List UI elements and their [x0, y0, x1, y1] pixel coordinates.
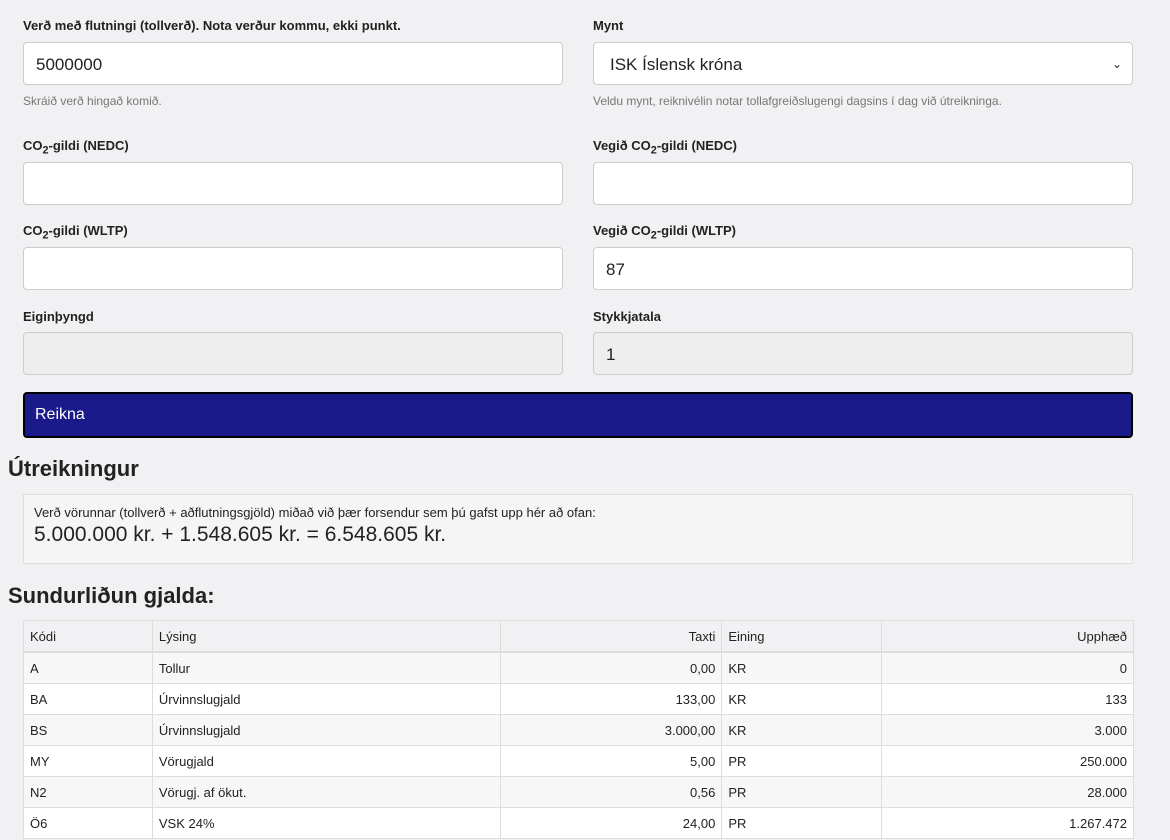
weight-label: Eiginþyngd — [23, 309, 94, 324]
table-cell: 3.000 — [881, 714, 1134, 746]
table-cell: BS — [23, 714, 153, 746]
table-cell: Tollur — [151, 651, 501, 684]
weighted-co2-wltp-input[interactable]: 87 — [593, 247, 1133, 290]
table-cell: 0 — [881, 651, 1134, 684]
table-cell: 0,00 — [499, 651, 723, 684]
table-cell: KR — [721, 683, 883, 715]
col-rate: Taxti — [499, 620, 723, 653]
table-cell: 250.000 — [881, 745, 1134, 777]
table-cell: PR — [721, 745, 883, 777]
co2-nedc-label: CO2-gildi (NEDC) — [23, 138, 129, 157]
table-row: A Tollur 0,00 KR 0 — [23, 651, 1134, 684]
breakdown-heading: Sundurliðun gjalda: — [8, 583, 215, 608]
table-cell: KR — [721, 714, 883, 746]
table-cell: KR — [721, 651, 883, 684]
weight-input — [23, 332, 563, 375]
currency-value: ISK Íslensk króna — [610, 55, 743, 74]
col-amount: Upphæð — [881, 620, 1134, 653]
table-cell: 133 — [881, 683, 1134, 715]
table-cell: Úrvinnslugjald — [151, 714, 501, 746]
co2-wltp-input[interactable] — [23, 247, 563, 290]
table-cell: 133,00 — [499, 683, 723, 715]
table-cell: A — [23, 651, 153, 684]
quantity-label: Stykkjatala — [593, 309, 661, 324]
result-value: 5.000.000 kr. + 1.548.605 kr. = 6.548.60… — [34, 523, 447, 546]
table-cell: PR — [721, 776, 883, 808]
table-row: Ö6 VSK 24% 24,00 PR 1.267.472 — [23, 807, 1134, 839]
table-cell: MY — [23, 745, 153, 777]
price-label: Verð með flutningi (tollverð). Nota verð… — [23, 18, 401, 33]
currency-select[interactable]: ISK Íslensk króna ⌄ — [593, 42, 1133, 85]
calculate-button[interactable]: Reikna — [23, 392, 1133, 438]
breakdown-table: Kódi Lýsing Taxti Eining Upphæð A Tollur 0… — [23, 620, 1134, 839]
table-row: BS Úrvinnslugjald 3.000,00 KR 3.000 — [23, 714, 1134, 746]
chevron-down-icon: ⌄ — [1111, 57, 1122, 71]
table-cell: 5,00 — [499, 745, 723, 777]
table-row: BA Úrvinnslugjald 133,00 KR 133 — [23, 683, 1134, 715]
weighted-co2-nedc-input[interactable] — [593, 162, 1133, 205]
table-cell: 24,00 — [499, 807, 723, 839]
table-cell: 28.000 — [881, 776, 1134, 808]
table-cell: Vörugj. af ökut. — [151, 776, 501, 808]
table-row: MY Vörugjald 5,00 PR 250.000 — [23, 745, 1134, 777]
table-cell: VSK 24% — [151, 807, 501, 839]
table-cell: 1.267.472 — [881, 807, 1134, 839]
weighted-co2-nedc-label: Vegið CO2-gildi (NEDC) — [593, 138, 737, 157]
co2-wltp-label: CO2-gildi (WLTP) — [23, 223, 128, 242]
table-cell: BA — [23, 683, 153, 715]
table-cell: Vörugjald — [151, 745, 501, 777]
table-cell: Úrvinnslugjald — [151, 683, 501, 715]
result-text: Verð vörunnar (tollverð + aðflutningsgjö… — [34, 505, 596, 520]
col-description: Lýsing — [151, 620, 501, 653]
table-row: N2 Vörugj. af ökut. 0,56 PR 28.000 — [23, 776, 1134, 808]
table-cell: 0,56 — [499, 776, 723, 808]
currency-label: Mynt — [593, 18, 624, 33]
result-box: Verð vörunnar (tollverð + aðflutningsgjö… — [23, 494, 1133, 564]
quantity-input: 1 — [593, 332, 1133, 375]
table-cell: PR — [721, 807, 883, 839]
price-input[interactable]: 5000000 — [23, 42, 563, 85]
result-heading: Útreikningur — [8, 456, 139, 481]
col-code: Kódi — [23, 620, 153, 653]
price-help: Skráið verð hingað komið. — [23, 94, 162, 108]
table-cell: 3.000,00 — [499, 714, 723, 746]
weighted-co2-wltp-label: Vegið CO2-gildi (WLTP) — [593, 223, 737, 242]
col-unit: Eining — [721, 620, 883, 653]
table-cell: Ö6 — [23, 807, 153, 839]
currency-help: Veldu mynt, reiknivélin notar tollafgrei… — [593, 94, 1002, 108]
table-cell: N2 — [23, 776, 153, 808]
co2-nedc-input[interactable] — [23, 162, 563, 205]
